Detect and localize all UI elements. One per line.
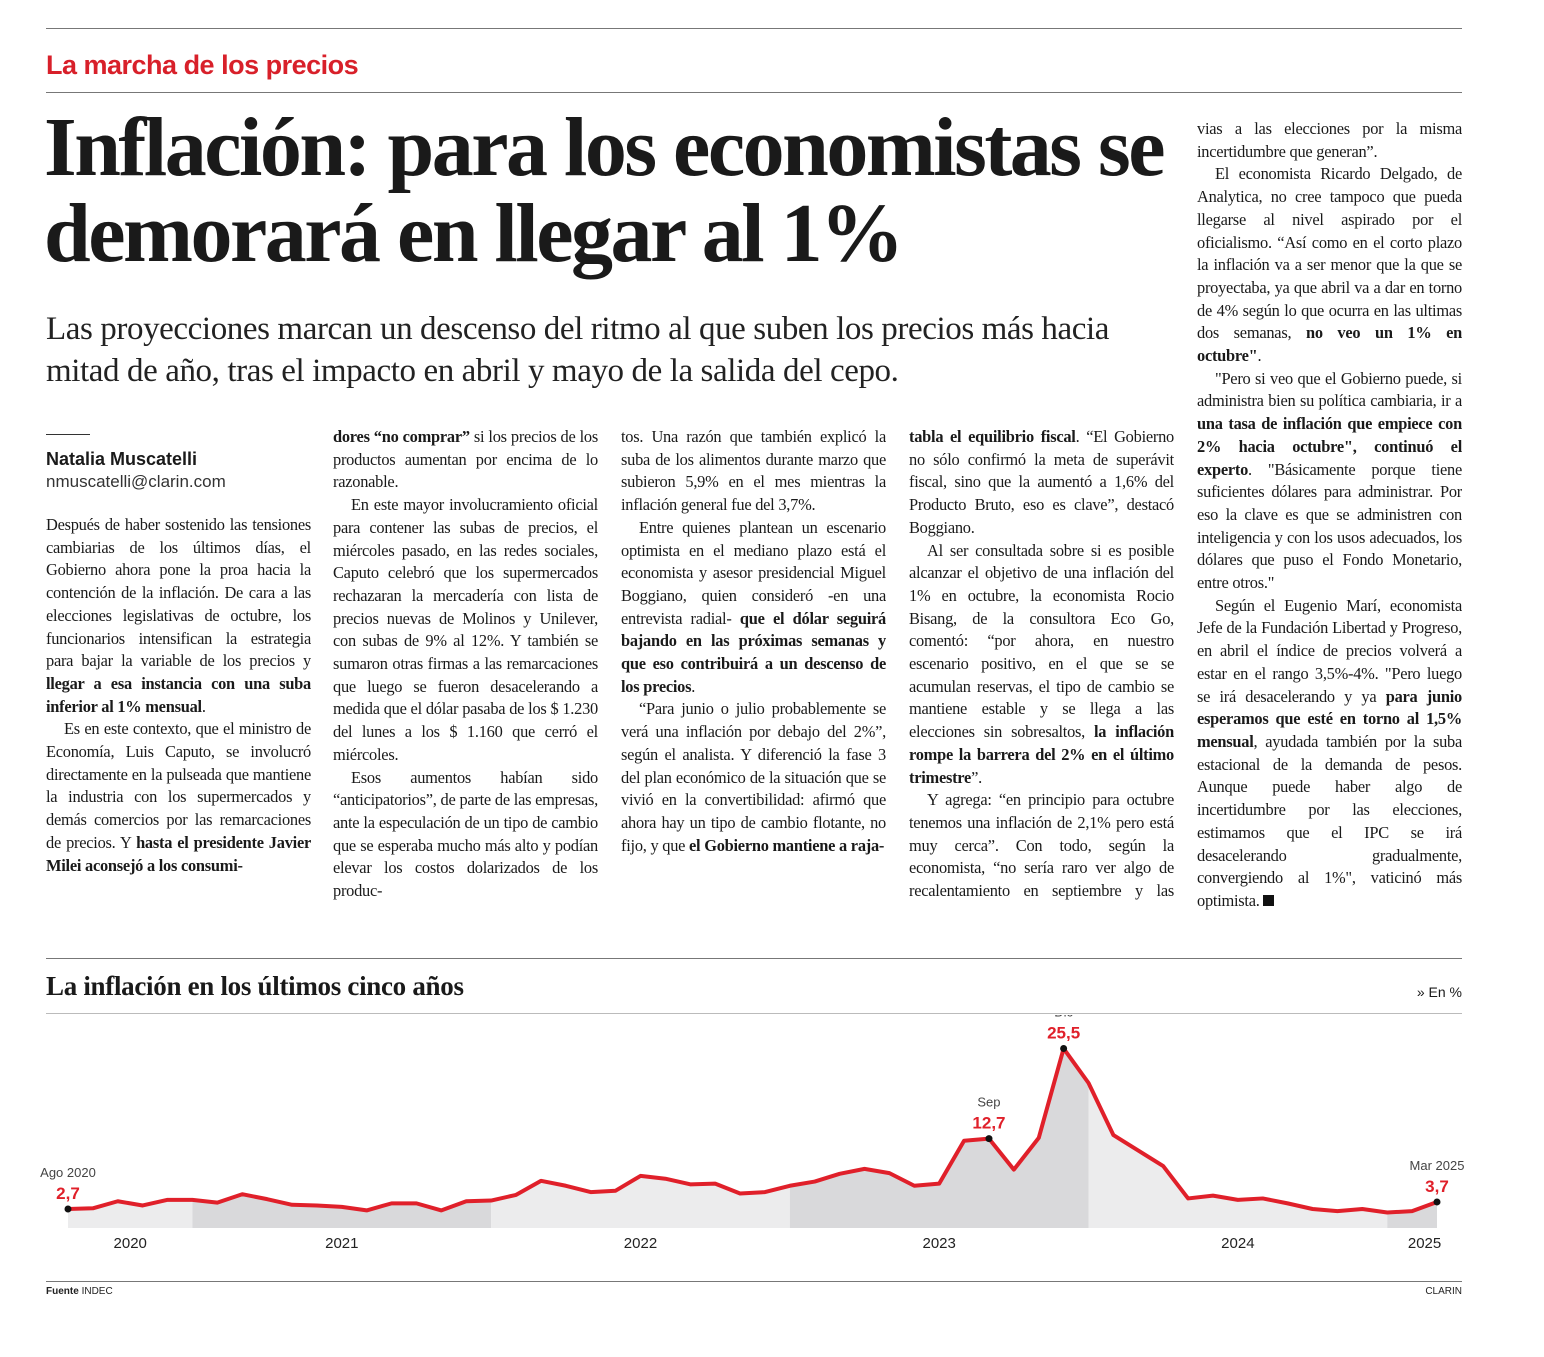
chart: 2020 2021 2022 2023 2024 2025 2,7 12,7 25,5 3,7 Ag… bbox=[40, 1015, 1465, 1252]
paragraph: Y agrega: “en principio para octubre ten… bbox=[909, 789, 1174, 910]
text-column: dores “no comprar” si los precios de los… bbox=[333, 426, 598, 910]
text: Esos aumentos habían sido “anticipatorio… bbox=[333, 767, 598, 901]
text: tos. Una razón que también explicó la su… bbox=[621, 427, 886, 515]
paragraph: tos. Una razón que también explicó la su… bbox=[621, 426, 886, 517]
bold-text: hasta el presidente Javier Milei aconsej… bbox=[46, 832, 311, 875]
year-band bbox=[789, 1048, 1089, 1228]
text: . “El Gobierno no sólo confirmó la meta … bbox=[909, 427, 1174, 537]
text-column: tos. Una razón que también explicó la su… bbox=[621, 426, 886, 910]
x-tick-label: 2024 bbox=[1221, 1235, 1254, 1252]
paragraph: Al ser consultada sobre si es posible al… bbox=[909, 540, 1174, 790]
chart-rule bbox=[46, 958, 1462, 959]
x-tick-label: 2020 bbox=[114, 1235, 147, 1252]
annotation: Ago 2020 bbox=[40, 1165, 96, 1180]
bold-text: dores “no comprar” bbox=[333, 427, 470, 446]
text-column: tabla el equilibrio fiscal. “El Gobierno… bbox=[909, 426, 1174, 910]
annotation: Mar 2025 bbox=[1410, 1158, 1465, 1173]
chart-subrule bbox=[46, 1013, 1462, 1014]
text-column: Después de haber sostenido las tensiones… bbox=[46, 514, 311, 910]
unit-note: » En % bbox=[1416, 984, 1462, 1000]
section-rule bbox=[46, 92, 1462, 93]
paragraph: vias a las elecciones por la misma incer… bbox=[1197, 118, 1462, 163]
point bbox=[1060, 1045, 1068, 1053]
text: Y agrega: “en principio para octubre ten… bbox=[909, 790, 1174, 910]
bold-text: para junio esperamos que esté en torno a… bbox=[1197, 686, 1462, 751]
point bbox=[1433, 1198, 1441, 1206]
source-value: INDEC bbox=[81, 1286, 113, 1297]
paragraph: Es en este contexto, que el ministro de … bbox=[46, 718, 311, 877]
point bbox=[64, 1205, 72, 1213]
point bbox=[985, 1135, 993, 1143]
top-rule bbox=[46, 28, 1462, 29]
text-column: vias a las elecciones por la misma incer… bbox=[1197, 118, 1462, 910]
paragraph: El economista Ricardo Delgado, de Analyt… bbox=[1197, 163, 1462, 367]
bold-text: no veo un 1% en octubre" bbox=[1197, 323, 1462, 366]
text: . "Básicamente porque tiene suficientes … bbox=[1197, 459, 1462, 593]
credit: CLARIN bbox=[1425, 1286, 1462, 1297]
bold-text: el Gobierno mantiene a raja- bbox=[689, 835, 885, 855]
text: Después de haber sostenido las tensiones… bbox=[46, 515, 311, 671]
paragraph: Entre quienes plantean un escenario opti… bbox=[621, 517, 886, 699]
text: , ayudada también por la suba estacional… bbox=[1197, 731, 1462, 910]
value-label: 12,7 bbox=[972, 1114, 1005, 1133]
text: . bbox=[691, 676, 696, 696]
paragraph: Después de haber sostenido las tensiones… bbox=[46, 514, 311, 718]
paragraph: “Para junio o julio probablemente se ver… bbox=[621, 698, 886, 857]
paragraph: "Pero si veo que el Gobierno puede, si a… bbox=[1197, 368, 1462, 595]
value-label: 25,5 bbox=[1047, 1024, 1080, 1043]
section-label: La marcha de los precios bbox=[46, 50, 359, 80]
paragraph: Según el Eugenio Marí, economista Jefe d… bbox=[1197, 595, 1462, 910]
text: vias a las elecciones por la misma incer… bbox=[1197, 119, 1462, 161]
footer-rule bbox=[46, 1281, 1462, 1282]
annotation: Dic bbox=[1054, 1015, 1073, 1020]
line bbox=[67, 1046, 1438, 1215]
annotation: Sep bbox=[977, 1095, 1000, 1110]
paragraph: Esos aumentos habían sido “anticipatorio… bbox=[333, 767, 598, 903]
x-tick-label: 2023 bbox=[922, 1235, 955, 1252]
byline-rule bbox=[46, 434, 90, 435]
source: Fuente INDEC bbox=[46, 1286, 113, 1297]
text: . bbox=[201, 696, 206, 716]
text: Al ser consultada sobre si es posible al… bbox=[909, 540, 1174, 742]
paragraph: tabla el equilibrio fiscal. “El Gobierno… bbox=[909, 426, 1174, 540]
headline: Inflación: para los economistas se demor… bbox=[44, 101, 1165, 280]
x-tick-label: 2021 bbox=[325, 1235, 358, 1252]
text: "Pero si veo que el Gobierno puede, si a… bbox=[1197, 368, 1462, 411]
year-band bbox=[1387, 1048, 1437, 1228]
text: . bbox=[1257, 346, 1262, 366]
author: Natalia Muscatelli bbox=[46, 449, 198, 469]
value-label: 2,7 bbox=[56, 1184, 80, 1203]
bold-text: que el dólar seguirá bajando en las próx… bbox=[621, 608, 886, 696]
text: si los precios de los productos aumentan… bbox=[333, 427, 598, 492]
text: “Para junio o julio probablemente se ver… bbox=[621, 699, 886, 855]
x-tick-label: 2025 bbox=[1408, 1235, 1441, 1252]
year-band bbox=[192, 1048, 492, 1228]
text: El economista Ricardo Delgado, de Analyt… bbox=[1197, 164, 1462, 343]
text: ”. bbox=[971, 767, 982, 787]
text: Entre quienes plantean un escenario opti… bbox=[621, 517, 886, 628]
bold-text: la inflación rompe la barrera del 2% en … bbox=[909, 722, 1174, 787]
value-label: 3,7 bbox=[1425, 1177, 1449, 1196]
paragraph: En este mayor involucramiento oficial pa… bbox=[333, 494, 598, 766]
end-mark bbox=[1262, 894, 1274, 906]
text: En este mayor involucramiento oficial pa… bbox=[333, 495, 598, 764]
bold-text: llegar a esa instancia con una suba infe… bbox=[46, 673, 311, 716]
text: Es en este contexto, que el ministro de … bbox=[46, 719, 311, 852]
source-label: Fuente bbox=[46, 1286, 79, 1297]
year-band bbox=[491, 1048, 790, 1228]
text: Según el Eugenio Marí, economista Jefe d… bbox=[1197, 595, 1462, 706]
chart-title: La inflación en los últimos cinco años bbox=[46, 971, 464, 1001]
email: nmuscatelli@clarin.com bbox=[46, 472, 226, 491]
x-tick-label: 2022 bbox=[624, 1235, 657, 1252]
bold-text: una tasa de inflación que empiece con 2%… bbox=[1197, 414, 1462, 479]
paragraph: dores “no comprar” si los precios de los… bbox=[333, 426, 598, 494]
deck: Las proyecciones marcan un descenso del … bbox=[46, 311, 1110, 389]
bold-text: tabla el equilibrio fiscal bbox=[909, 427, 1076, 446]
